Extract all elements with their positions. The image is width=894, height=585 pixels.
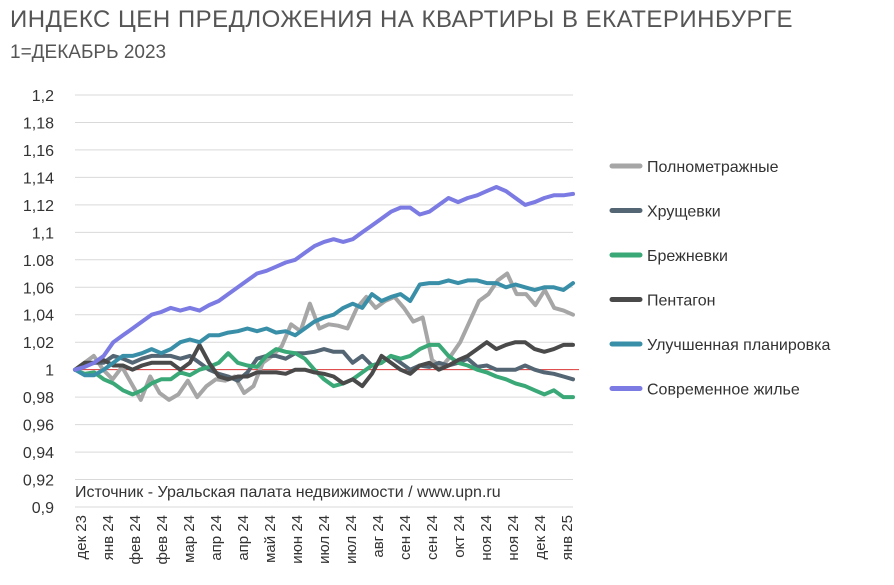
x-tick-label: янв 25 bbox=[559, 515, 576, 560]
series-line-1 bbox=[73, 347, 575, 383]
x-tick-label: ноя 24 bbox=[505, 515, 522, 561]
legend-label: Пентагон bbox=[647, 293, 716, 310]
source-note: Источник - Уральская палата недвижимости… bbox=[75, 484, 501, 501]
x-tick-label: сен 24 bbox=[397, 515, 414, 560]
y-tick-label: 1,14 bbox=[23, 170, 54, 187]
legend-label: Улучшенная планировка bbox=[647, 337, 831, 354]
chart-title: ИНДЕКС ЦЕН ПРЕДЛОЖЕНИЯ НА КВАРТИРЫ В ЕКА… bbox=[10, 6, 793, 33]
x-tick-label: сен 24 bbox=[424, 515, 441, 560]
legend-label: Полнометражные bbox=[647, 159, 779, 176]
legend: Полнометражные Хрущевки Брежневки Пентагон У… bbox=[609, 159, 831, 399]
y-tick-label: 1 bbox=[45, 363, 54, 380]
series-line-4 bbox=[73, 278, 575, 378]
x-tick-label: май 24 bbox=[262, 515, 279, 563]
y-tick-label: 0,98 bbox=[23, 390, 54, 407]
y-axis-ticks: 1,2 1,18 1,16 1,14 1,12 1,1 1.08 1,06 1,04 1,02 1 0… bbox=[23, 88, 54, 517]
x-tick-label: авг 24 bbox=[370, 515, 387, 558]
x-tick-label: фев 24 bbox=[127, 515, 144, 565]
y-tick-label: 0,92 bbox=[23, 473, 54, 490]
x-tick-label: июл 24 bbox=[343, 515, 360, 564]
series-line-3 bbox=[73, 340, 575, 389]
legend-label: Брежневки bbox=[647, 248, 728, 265]
y-tick-label: 0,96 bbox=[23, 418, 54, 435]
legend-label: Хрущевки bbox=[647, 204, 721, 221]
x-tick-label: окт 24 bbox=[451, 515, 468, 558]
x-tick-label: июн 24 bbox=[289, 515, 306, 564]
y-tick-label: 1,18 bbox=[23, 115, 54, 132]
y-tick-label: 1,06 bbox=[23, 280, 54, 297]
x-tick-label: дек 23 bbox=[73, 515, 90, 560]
x-tick-label: июл 24 bbox=[316, 515, 333, 564]
y-tick-label: 0,9 bbox=[32, 500, 54, 517]
x-tick-label: янв 24 bbox=[100, 515, 117, 560]
y-tick-label: 1,16 bbox=[23, 143, 54, 160]
y-tick-label: 0,94 bbox=[23, 445, 54, 462]
y-tick-label: 1,2 bbox=[32, 88, 54, 105]
y-tick-label: 1,1 bbox=[32, 225, 54, 242]
y-tick-label: 1.08 bbox=[23, 253, 54, 270]
y-tick-label: 1,12 bbox=[23, 198, 54, 215]
series-line-2 bbox=[73, 342, 575, 400]
chart-subtitle: 1=ДЕКАБРЬ 2023 bbox=[10, 42, 167, 63]
legend-label: Современное жилье bbox=[647, 382, 800, 399]
x-tick-label: апр 24 bbox=[208, 515, 225, 561]
series-line-0 bbox=[73, 271, 575, 402]
x-tick-label: апр 24 bbox=[235, 515, 252, 561]
x-tick-label: фев 24 bbox=[154, 515, 171, 565]
series-lines bbox=[73, 185, 575, 402]
x-tick-label: дек 24 bbox=[532, 515, 549, 560]
series-line-5 bbox=[73, 185, 575, 372]
x-tick-label: мар 24 bbox=[181, 515, 198, 563]
grid-lines bbox=[75, 94, 573, 508]
y-tick-label: 1,02 bbox=[23, 335, 54, 352]
x-axis-ticks: дек 23 янв 24 фев 24 фев 24 мар 24 апр 24 апр … bbox=[73, 515, 576, 565]
y-tick-label: 1,04 bbox=[23, 308, 54, 325]
x-tick-label: ноя 24 bbox=[478, 515, 495, 561]
